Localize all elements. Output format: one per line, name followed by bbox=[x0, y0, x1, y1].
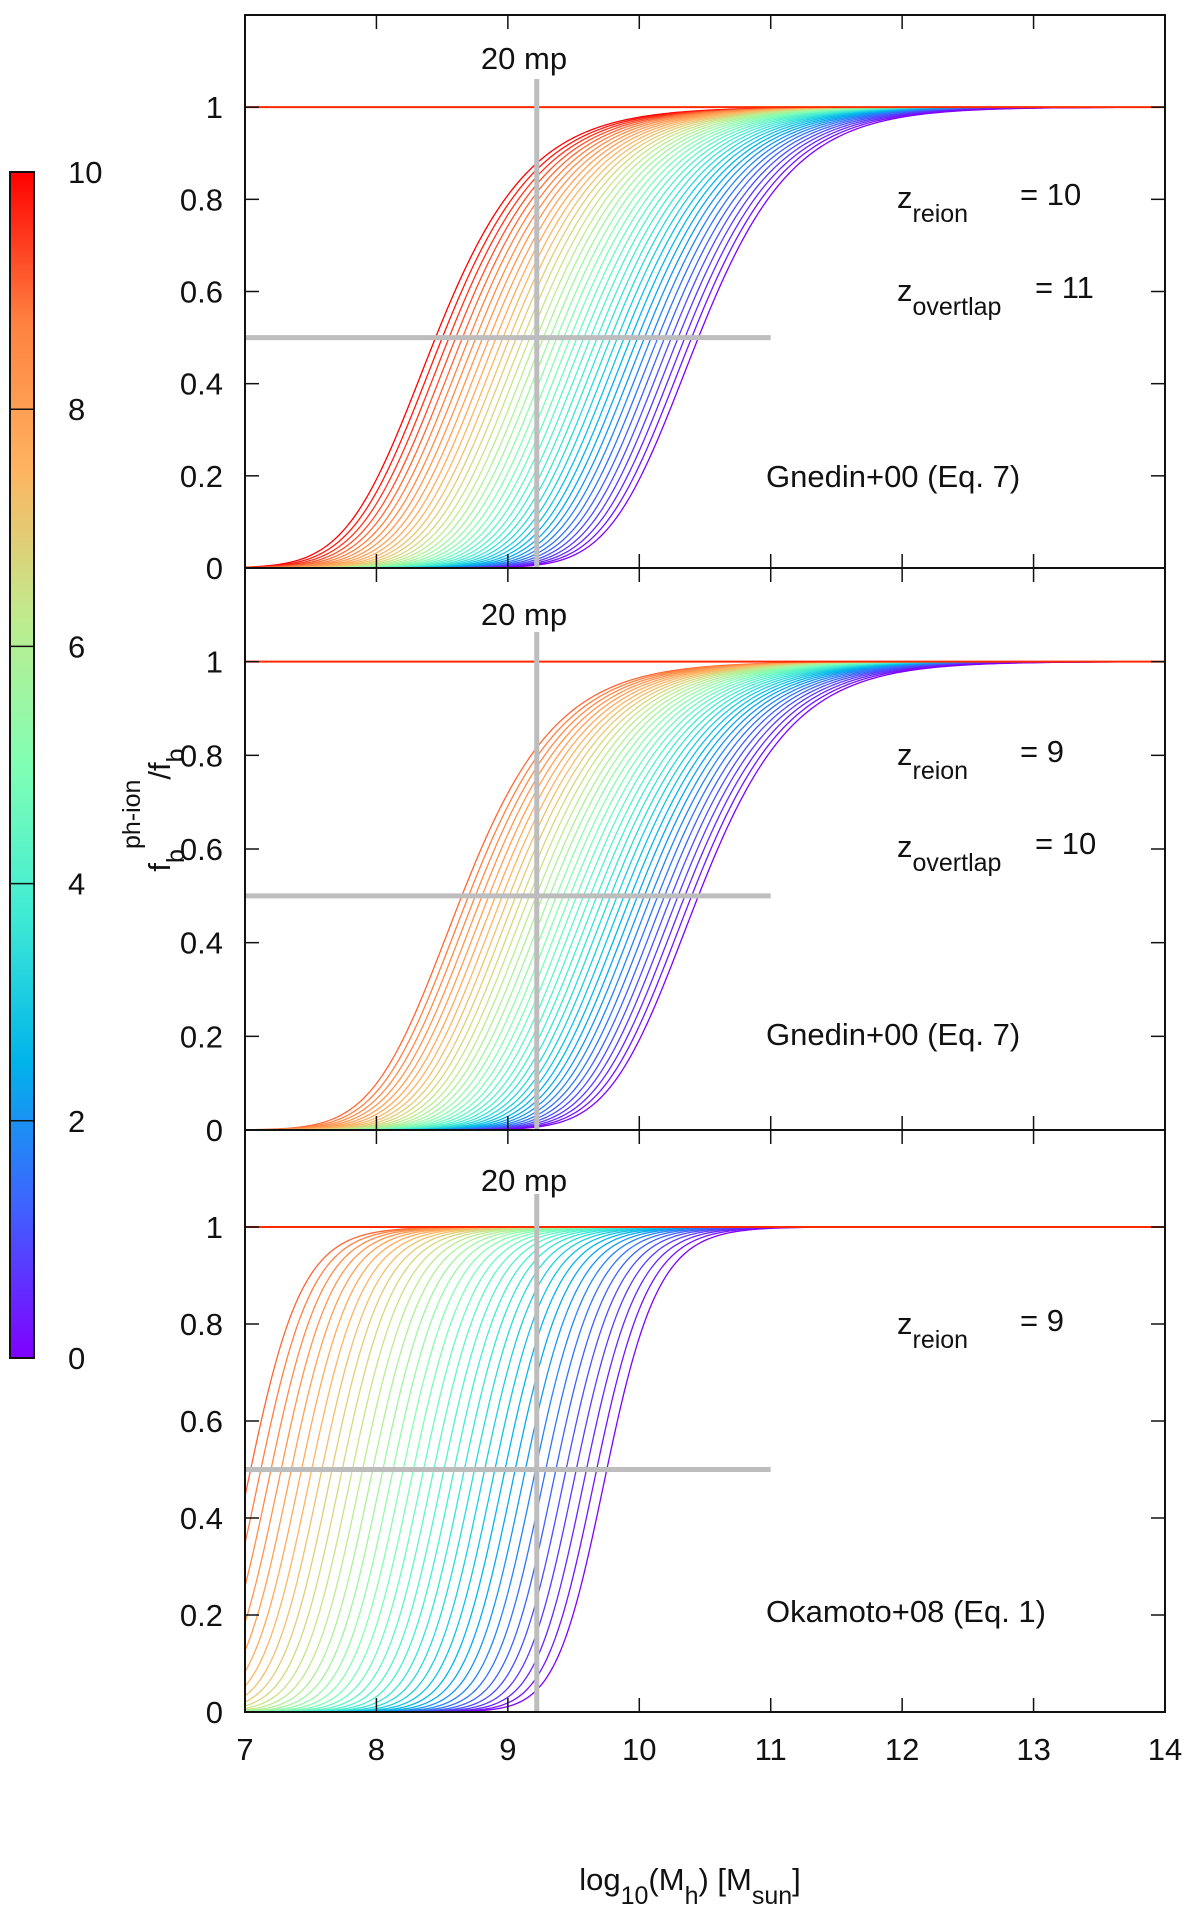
fraction-curve bbox=[245, 1226, 1165, 1587]
y-tick-label: 0.4 bbox=[180, 367, 223, 402]
x-tick-label: 14 bbox=[1148, 1732, 1182, 1767]
panel-middle-zreion-sub: reion bbox=[913, 757, 969, 785]
y-tick-label: 0.6 bbox=[180, 832, 223, 867]
panel-top-zreion-sub: reion bbox=[913, 200, 969, 228]
x-tick-labels: 7 8 9 10 11 12 13 14 bbox=[236, 1732, 1182, 1767]
panel-bottom: 0 0.2 0.4 0.6 0.8 1 20 mp zreion = 9 Okamoto+… bbox=[180, 1129, 1166, 1730]
x-tick-label: 9 bbox=[499, 1732, 516, 1767]
panel-bottom-zreion-z: z bbox=[897, 1306, 913, 1341]
colorbar-tick-label: 6 bbox=[68, 629, 85, 664]
panel-bottom-zreion: zreion bbox=[897, 1306, 968, 1354]
y-tick-label: 0 bbox=[206, 1695, 223, 1730]
colorbar-tick-label: 10 bbox=[68, 155, 102, 190]
y-tick-label: 0 bbox=[206, 551, 223, 586]
y-axis-title: fbph-ion/fb bbox=[118, 748, 190, 871]
y-axis-title-f: f bbox=[142, 863, 177, 872]
panel-middle-model-label: Gnedin+00 (Eq. 7) bbox=[766, 1017, 1020, 1052]
panel-middle-mp-label: 20 mp bbox=[481, 597, 567, 632]
fraction-curve bbox=[245, 1226, 1165, 1544]
panel-middle-zreion-z: z bbox=[897, 737, 913, 772]
y-axis-title-sub2: b bbox=[162, 748, 190, 762]
x-tick-label: 7 bbox=[236, 1732, 253, 1767]
colorbar-tick-label: 8 bbox=[68, 392, 85, 427]
x-tick-label: 13 bbox=[1016, 1732, 1050, 1767]
panel-top-mp-label: 20 mp bbox=[481, 41, 567, 76]
y-tick-label: 0.6 bbox=[180, 1404, 223, 1439]
panel-top: 00.20.40.60.81 20 mp zreion = 10 zovertl… bbox=[180, 14, 1166, 586]
panel-middle-zoverlap-value: = 10 bbox=[1035, 826, 1096, 861]
x-axis-title-end: ) [M bbox=[698, 1862, 751, 1897]
x-axis-title: log10(Mh) [Msun] bbox=[579, 1862, 801, 1906]
y-tick-label: 1 bbox=[206, 90, 223, 125]
panel-top-zreion-z: z bbox=[897, 180, 913, 215]
x-axis-title-close: ] bbox=[792, 1862, 801, 1897]
x-tick-label: 8 bbox=[368, 1732, 385, 1767]
panel-bottom-model-label: Okamoto+08 (Eq. 1) bbox=[766, 1594, 1046, 1629]
panel-middle: 00.20.40.60.81 20 mp zreion = 9 zovertla… bbox=[180, 567, 1166, 1148]
panel-bottom-zreion-value: = 9 bbox=[1020, 1303, 1064, 1338]
y-tick-label: 0.6 bbox=[180, 275, 223, 310]
y-axis-title-sub: b bbox=[162, 849, 190, 863]
x-tick-label: 11 bbox=[755, 1732, 787, 1767]
panel-bottom-mp-label: 20 mp bbox=[481, 1163, 567, 1198]
panel-middle-zoverlap: zovertlap bbox=[897, 829, 1001, 877]
panel-frame bbox=[244, 14, 1166, 569]
panel-top-zoverlap: zovertlap bbox=[897, 273, 1001, 321]
x-axis-title-log: log bbox=[579, 1862, 620, 1897]
panel-curve-layer bbox=[245, 1194, 1165, 1712]
y-axis-title-sup: ph-ion bbox=[118, 780, 146, 850]
y-tick-label: 1 bbox=[206, 1210, 223, 1245]
panel-middle-zreion: zreion bbox=[897, 737, 968, 785]
panel-top-zreion: zreion bbox=[897, 180, 968, 228]
panel-top-zoverlap-value: = 11 bbox=[1035, 270, 1094, 305]
x-axis-title-sub3: sun bbox=[752, 1882, 792, 1906]
colorbar-tick-label: 4 bbox=[68, 867, 85, 902]
panel-bottom-ticks: 0 0.2 0.4 0.6 0.8 1 bbox=[180, 1129, 1166, 1730]
panel-curve-layer bbox=[245, 632, 1165, 1130]
y-tick-label: 0.8 bbox=[180, 182, 223, 217]
y-tick-label: 0.8 bbox=[180, 738, 223, 773]
y-tick-label: 0.2 bbox=[180, 459, 223, 494]
panel-top-zreion-value: = 10 bbox=[1020, 177, 1081, 212]
y-tick-label: 1 bbox=[206, 645, 223, 680]
y-tick-label: 0.2 bbox=[180, 1598, 223, 1633]
x-axis-title-mid: (M bbox=[648, 1862, 684, 1897]
colorbar-fill bbox=[9, 171, 35, 1359]
panel-middle-zoverlap-z: z bbox=[897, 829, 913, 864]
panel-middle-curves bbox=[245, 632, 1165, 1130]
panel-middle-ticks: 0 0.2 0.4 0.6 0.8 1 bbox=[180, 567, 1166, 1148]
colorbar-tick-label: 0 bbox=[68, 1341, 85, 1376]
y-tick-label: 0.4 bbox=[180, 926, 223, 961]
y-tick-label: 0 bbox=[206, 1113, 223, 1148]
panel-top-model-label: Gnedin+00 (Eq. 7) bbox=[766, 459, 1020, 494]
panel-middle-zreion-value: = 9 bbox=[1020, 734, 1064, 769]
x-axis-title-sub1: 10 bbox=[621, 1882, 649, 1906]
panel-bottom-zreion-sub: reion bbox=[913, 1326, 969, 1354]
y-tick-label: 0.2 bbox=[180, 1019, 223, 1054]
y-tick-label: 0.4 bbox=[180, 1501, 223, 1536]
panel-top-curves bbox=[245, 79, 1165, 568]
panel-top-ticks: 0 0.2 0.4 0.6 0.8 1 bbox=[180, 14, 1166, 586]
panel-frame bbox=[244, 567, 1166, 1131]
x-axis-title-sub2: h bbox=[685, 1882, 699, 1906]
fraction-curve bbox=[245, 106, 1165, 568]
colorbar-ticks: 0 2 4 6 8 10 bbox=[10, 155, 102, 1376]
fraction-curve bbox=[245, 1226, 1165, 1703]
colorbar: 0 2 4 6 8 10 bbox=[9, 155, 102, 1376]
fraction-curve bbox=[245, 1226, 1165, 1497]
x-tick-label: 12 bbox=[885, 1732, 919, 1767]
colorbar-tick-label: 2 bbox=[68, 1104, 85, 1139]
panel-top-zoverlap-z: z bbox=[897, 273, 913, 308]
y-axis-title-slash: /f bbox=[142, 762, 177, 780]
x-tick-label: 10 bbox=[622, 1732, 656, 1767]
y-tick-label: 0.8 bbox=[180, 1307, 223, 1342]
panel-top-zoverlap-sub: overtlap bbox=[913, 293, 1002, 321]
panel-curve-layer bbox=[245, 79, 1165, 568]
panel-middle-zoverlap-sub: overtlap bbox=[913, 849, 1002, 877]
panel-bottom-curves bbox=[245, 1194, 1165, 1712]
fraction-curve bbox=[245, 661, 1165, 1130]
